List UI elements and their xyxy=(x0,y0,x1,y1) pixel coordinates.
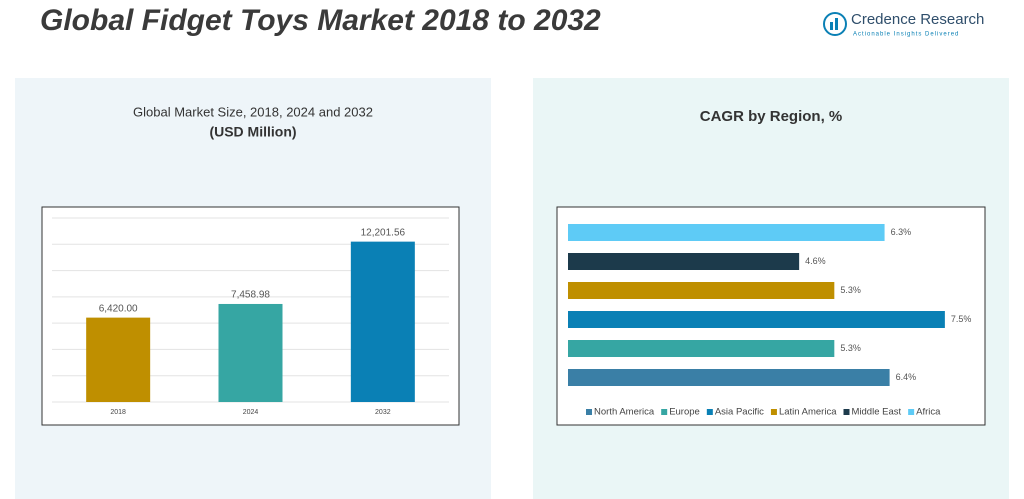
data-label: 7.5% xyxy=(951,314,972,324)
legend-label: Europe xyxy=(669,407,700,418)
legend-label: Latin America xyxy=(779,407,837,418)
brand-tagline: Actionable Insights Delivered xyxy=(853,32,959,38)
data-label: 6.4% xyxy=(896,372,917,382)
bar xyxy=(568,369,890,386)
x-tick-label: 2024 xyxy=(243,409,259,416)
legend-label: North America xyxy=(594,407,655,418)
bar xyxy=(218,303,283,402)
logo-icon xyxy=(823,12,847,36)
bar xyxy=(350,241,415,402)
legend-swatch xyxy=(908,409,915,415)
page-title: Global Fidget Toys Market 2018 to 2032 xyxy=(40,4,601,37)
legend-label: Middle East xyxy=(852,407,902,418)
bar xyxy=(568,282,835,299)
logo: Credence Research Actionable Insights De… xyxy=(823,11,984,38)
logo-icon xyxy=(830,22,833,30)
chart-subtitle: (USD Million) xyxy=(209,124,296,140)
chart-title: Global Market Size, 2018, 2024 and 2032 xyxy=(133,104,373,119)
data-label: 6,420.00 xyxy=(99,303,138,314)
legend-swatch xyxy=(661,409,668,415)
bar xyxy=(568,253,800,270)
legend-swatch xyxy=(770,409,777,415)
bar xyxy=(568,340,835,357)
data-label: 12,201.56 xyxy=(361,227,406,238)
bar xyxy=(568,224,885,241)
data-label: 4.6% xyxy=(805,256,826,266)
chart-title: CAGR by Region, % xyxy=(700,108,843,125)
bar xyxy=(568,311,945,328)
data-label: 7,458.98 xyxy=(231,290,270,301)
brand-name: Credence Research xyxy=(851,11,984,28)
legend-swatch xyxy=(586,409,592,415)
x-tick-label: 2018 xyxy=(110,409,126,416)
logo-icon xyxy=(835,18,838,30)
legend-label: Asia Pacific xyxy=(715,407,764,418)
data-label: 5.3% xyxy=(840,285,861,295)
legend-swatch xyxy=(706,409,713,415)
legend-label: Africa xyxy=(916,407,941,418)
x-tick-label: 2032 xyxy=(375,409,391,416)
bar xyxy=(86,317,151,402)
data-label: 5.3% xyxy=(840,343,861,353)
legend-swatch xyxy=(843,409,850,415)
data-label: 6.3% xyxy=(891,227,912,237)
